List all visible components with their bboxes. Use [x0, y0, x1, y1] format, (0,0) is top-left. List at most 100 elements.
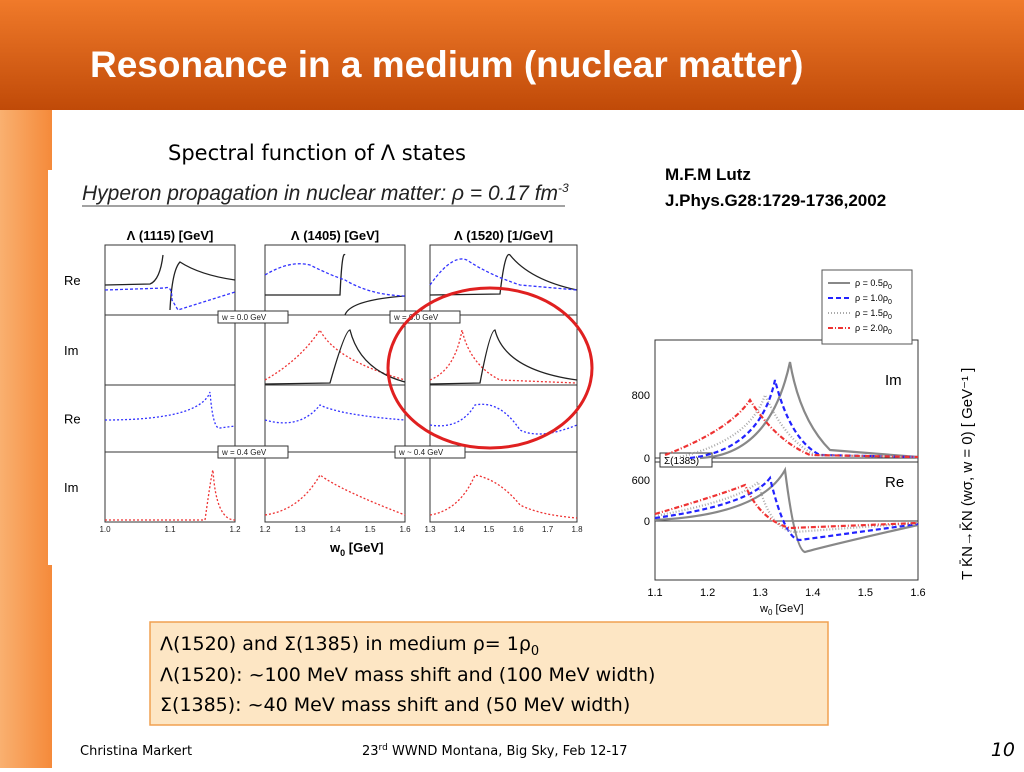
slide-title: Resonance in a medium (nuclear matter): [90, 44, 803, 85]
state-label: Σ(1385): [664, 456, 699, 467]
x-tick-label: 1.3: [753, 587, 768, 599]
x-tick-label: 1.2: [700, 587, 715, 599]
curve: [104, 286, 236, 311]
w-label: w = 0.0 GeV: [221, 313, 267, 322]
curve: [104, 391, 236, 429]
legend-label-part: 0: [888, 314, 892, 321]
x-tick-label: 1.4: [805, 587, 820, 599]
w-label-box: [217, 445, 289, 459]
legend-label: ρ = 0.5ρ0: [855, 278, 892, 291]
legend-label-part: 0: [888, 284, 892, 291]
curve: [264, 474, 406, 516]
row-label: Re: [64, 273, 81, 288]
x-tick-label: 1.6: [399, 525, 411, 534]
x-axis-label-part: w: [329, 540, 341, 555]
legend-label: ρ = 2.0ρ0: [855, 323, 892, 336]
x-tick-label: 1.2: [259, 525, 271, 534]
summary-line: Λ(1520): ~100 MeV mass shift and (100 Me…: [160, 664, 655, 686]
curve: [654, 475, 919, 542]
x-tick-label: 1.4: [329, 525, 341, 534]
legend-label: ρ = 1.0ρ0: [855, 293, 892, 306]
row-label: Im: [64, 343, 78, 358]
legend-label-part: ρ = 0.5ρ: [855, 278, 888, 288]
row-label: Re: [64, 412, 81, 427]
legend-label-part: ρ = 1.5ρ: [855, 308, 888, 318]
column-title: Λ (1405) [GeV]: [291, 228, 379, 243]
curve: [264, 404, 406, 424]
highlight-circle: [386, 286, 594, 450]
curve: [264, 328, 406, 381]
summary-line: Σ(1385): ~40 MeV mass shift and (50 MeV …: [160, 694, 630, 716]
w-label: w ~ 0.4 GeV: [398, 448, 444, 457]
left-figure-title: Hyperon propagation in nuclear matter: ρ…: [82, 181, 569, 205]
w-label-box: [394, 445, 466, 459]
y-tick-label: 0: [644, 453, 650, 465]
curve: [689, 379, 919, 460]
w-label: w = 0.0 GeV: [393, 313, 439, 322]
x-tick-label: 1.3: [424, 525, 436, 534]
x-tick-label: 1.4: [454, 525, 466, 534]
legend-label-part: ρ = 1.0ρ: [855, 293, 888, 303]
x-tick-label: 1.5: [483, 525, 495, 534]
left-figure: [48, 170, 580, 565]
footer-author: Christina Markert: [80, 744, 192, 759]
x-tick-label: 1.1: [647, 587, 662, 599]
footer-event: 23rd WWND Montana, Big Sky, Feb 12-17: [362, 743, 628, 759]
x-axis-label-part: 0: [340, 548, 345, 558]
x-tick-label: 1.3: [294, 525, 306, 534]
legend-label-part: ρ = 2.0ρ: [855, 323, 888, 333]
panel-frame: [429, 451, 578, 523]
x-axis-label-part: w: [759, 603, 768, 615]
curve: [654, 483, 919, 530]
curve: [429, 474, 578, 519]
page-number: 10: [991, 739, 1015, 761]
y-tick-label: 0: [644, 516, 650, 528]
header-band: [0, 0, 1024, 110]
row-label: Im: [64, 480, 78, 495]
legend-label-part: 0: [888, 299, 892, 306]
figure-caption: Spectral function of Λ states: [168, 141, 466, 165]
curve: [429, 329, 578, 384]
y-axis-label: T K̄N→K̄N (wσ, w = 0) [ GeV⁻¹ ]: [959, 368, 976, 580]
x-tick-label: 1.6: [910, 587, 925, 599]
curve: [104, 254, 236, 311]
x-tick-label: 1.6: [513, 525, 525, 534]
x-axis-label: w0 [GeV]: [759, 603, 804, 617]
x-tick-label: 1.5: [858, 587, 873, 599]
column-title: Λ (1115) [GeV]: [127, 228, 214, 243]
reference: M.F.M Lutz: [665, 165, 751, 184]
y-tick-label: 600: [632, 475, 650, 487]
curve: [654, 466, 919, 554]
curve: [265, 253, 406, 316]
side-band: [0, 0, 52, 768]
x-tick-label: 1.1: [164, 525, 176, 534]
x-tick-label: 1.7: [542, 525, 554, 534]
curve: [679, 391, 919, 459]
curve: [429, 258, 578, 291]
x-tick-label: 1.8: [571, 525, 583, 534]
curve: [664, 397, 919, 459]
w-label-box: [217, 310, 289, 324]
curve: [264, 263, 406, 297]
summary-box: [149, 621, 829, 726]
panel-label: Im: [885, 372, 902, 389]
w-label: w = 0.4 GeV: [221, 448, 267, 457]
reference: J.Phys.G28:1729-1736,2002: [665, 191, 886, 210]
x-tick-label: 1.2: [229, 525, 241, 534]
panel-label: Re: [885, 474, 904, 491]
curve: [429, 329, 578, 385]
x-tick-label: 1.5: [364, 525, 376, 534]
x-axis-label-part: 0: [768, 608, 773, 617]
x-axis-label-part: [GeV]: [772, 603, 803, 615]
legend-label-part: 0: [888, 329, 892, 336]
legend-label: ρ = 1.5ρ0: [855, 308, 892, 321]
curve: [264, 329, 406, 385]
panel-frame: [264, 451, 406, 523]
x-axis-label: w0 [GeV]: [329, 540, 383, 558]
curve: [699, 361, 919, 460]
panel-frame: [104, 451, 236, 523]
y-tick-label: 800: [632, 390, 650, 402]
column-title: Λ (1520) [1/GeV]: [454, 228, 553, 243]
curve: [429, 403, 578, 435]
